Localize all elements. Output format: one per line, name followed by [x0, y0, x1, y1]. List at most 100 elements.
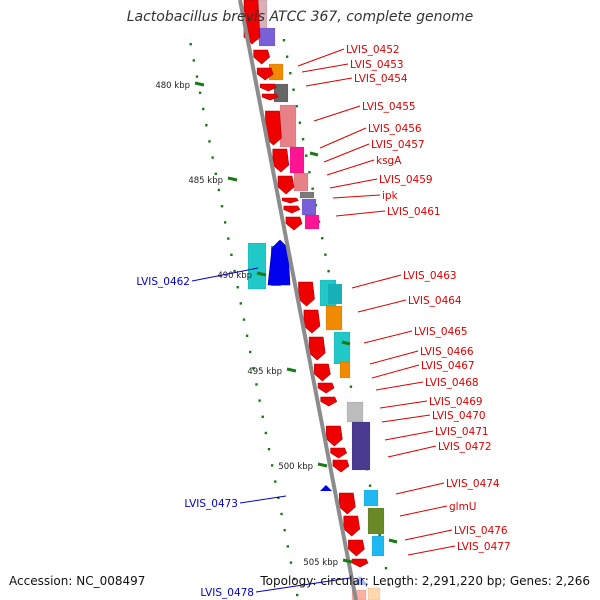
leader-line	[384, 430, 434, 441]
scale-tick	[256, 271, 267, 277]
gene-label: ksgA	[376, 155, 402, 167]
leader-line	[305, 77, 353, 87]
scale-dot	[305, 154, 308, 157]
cds-forward-arrow	[261, 93, 279, 101]
cog-bar	[363, 489, 379, 507]
scale-ticks: 480 kbp 485 kbp 490 kbp 495 kbp 500 kbp 505 k…	[155, 81, 398, 568]
cog-bar	[247, 242, 267, 290]
cog-bar	[371, 535, 385, 557]
scale-tick-label: 490 kbp	[217, 271, 252, 281]
cds-forward-arrow	[314, 363, 331, 382]
cds-forward-arrow	[281, 197, 299, 204]
scale-tick-label: 480 kbp	[155, 81, 190, 91]
cog-bar	[289, 146, 305, 174]
gene-label: LVIS_0474	[446, 478, 500, 490]
scale-dot	[285, 55, 289, 58]
leader-line	[387, 445, 437, 458]
cog-bar	[328, 284, 342, 304]
scale-dot	[267, 448, 271, 451]
cds-forward-arrow	[298, 281, 315, 307]
gene-label: LVIS_0455	[362, 101, 416, 113]
leader-line	[239, 495, 287, 504]
scale-dot	[255, 383, 258, 386]
scale-dot	[388, 583, 391, 586]
cds-forward-arrow	[277, 175, 295, 195]
cds-forward-arrow	[317, 382, 335, 394]
scale-tick	[286, 367, 297, 373]
leader-line	[255, 577, 351, 593]
scale-dot	[220, 205, 224, 208]
accession-text: Accession: NC_008497	[9, 574, 146, 588]
gene-label: LVIS_0477	[457, 541, 511, 553]
cds-forward-arrow	[285, 216, 303, 231]
leader-line	[404, 529, 453, 541]
cds-forward-arrow	[343, 515, 361, 537]
gene-label: LVIS_0476	[454, 525, 508, 537]
cog-bar	[304, 214, 320, 230]
cds-forward-arrow	[308, 336, 326, 361]
scale-dot	[286, 545, 289, 548]
cds-forward-arrow	[330, 447, 347, 459]
scale-dot	[282, 39, 286, 42]
gene-label: ipk	[382, 190, 399, 202]
scale-dot	[195, 75, 199, 78]
cds-forward-arrow	[283, 205, 301, 214]
scale-dot	[211, 156, 214, 159]
leader-line	[319, 127, 367, 149]
cds-forward-arrow	[332, 459, 350, 473]
gene-label: LVIS_0469	[429, 396, 483, 408]
scale-dot	[295, 593, 299, 597]
scale-dot	[368, 484, 372, 487]
gene-label: LVIS_0454	[354, 73, 408, 85]
cog-bar	[351, 421, 371, 471]
gene-labels: LVIS_0452 LVIS_0453 LVIS_0454 LVIS_0455 LVIS…	[136, 44, 510, 599]
scale-tick-label: 500 kbp	[278, 462, 313, 472]
gene-label: LVIS_0465	[414, 326, 468, 338]
scale-dot	[236, 286, 239, 289]
gene-label: LVIS_0462	[136, 276, 190, 288]
cog-bar	[301, 198, 317, 216]
cds-forward-arrow	[256, 67, 274, 81]
cog-bar	[367, 587, 381, 600]
gene-label: LVIS_0459	[379, 174, 433, 186]
cds-forward-arrow	[339, 492, 356, 515]
scale-dot	[230, 253, 233, 256]
scale-dot	[252, 367, 255, 370]
cds-reverse-arrow	[352, 576, 368, 585]
scale-dot	[264, 431, 268, 435]
scale-dot	[295, 105, 298, 108]
scale-dot	[270, 464, 274, 467]
cog-bar	[279, 104, 297, 148]
cds-forward-arrow	[303, 309, 321, 334]
scale-dot	[324, 253, 327, 256]
scale-tick	[317, 462, 328, 468]
gene-label: LVIS_0471	[435, 426, 489, 438]
leader-line	[335, 210, 386, 217]
gene-label: LVIS_0452	[346, 44, 400, 56]
scale-dot	[289, 561, 293, 564]
gene-label: LVIS_0453	[350, 59, 404, 71]
scale-dot	[378, 534, 381, 537]
scale-dot	[189, 43, 192, 46]
scale-dot	[292, 577, 296, 580]
leader-line	[301, 63, 349, 73]
scale-dot	[280, 512, 283, 516]
scale-dot	[277, 496, 280, 499]
scale-tick	[194, 81, 205, 87]
scale-dot	[223, 221, 227, 224]
scale-dot	[261, 415, 264, 418]
leader-line	[407, 545, 456, 556]
leader-line	[297, 48, 345, 67]
leader-line	[395, 482, 445, 495]
gene-arrows	[243, 0, 369, 585]
scale-dot	[292, 88, 295, 91]
scale-dot	[301, 138, 305, 141]
map-title: Lactobacillus brevis ATCC 367, complete …	[126, 9, 474, 25]
scale-dot	[202, 107, 205, 111]
scale-dot	[227, 237, 230, 240]
leader-line	[363, 330, 413, 344]
cog-bar	[339, 361, 351, 379]
cds-forward-arrow	[259, 83, 277, 92]
